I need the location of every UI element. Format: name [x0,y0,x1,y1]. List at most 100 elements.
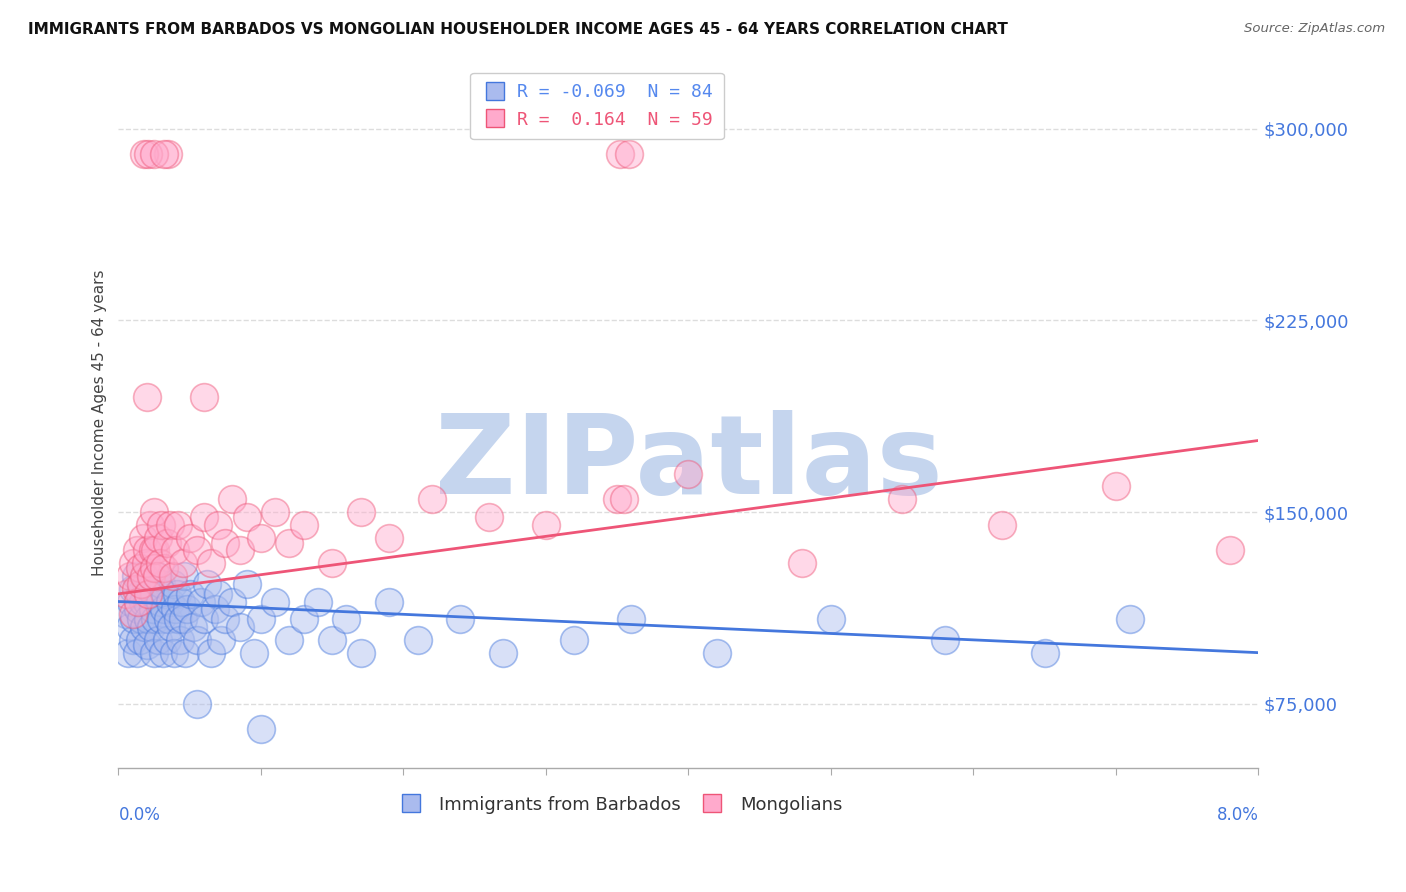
Point [142,602,165,616]
Point [134,556,156,570]
Point [228,620,250,634]
Point [378,594,401,608]
Point [179,531,201,545]
Point [221,594,243,608]
Point [350,505,373,519]
Point [121,607,143,622]
Point [228,543,250,558]
Point [121,582,143,596]
Point [1119,612,1142,626]
Point [145,612,167,626]
Point [150,612,173,626]
Point [181,620,204,634]
Point [114,587,136,601]
Point [207,517,229,532]
Point [129,612,152,626]
Point [186,543,208,558]
Legend: Immigrants from Barbados, Mongolians: Immigrants from Barbados, Mongolians [391,789,849,821]
Point [145,543,167,558]
Point [165,543,187,558]
Text: Source: ZipAtlas.com: Source: ZipAtlas.com [1244,22,1385,36]
Point [613,492,636,507]
Point [193,612,215,626]
Point [148,531,170,545]
Point [114,607,136,622]
Point [149,556,172,570]
Point [132,147,155,161]
Point [193,390,215,404]
Point [157,612,180,626]
Point [157,147,180,161]
Point [264,505,287,519]
Point [235,510,257,524]
Point [124,569,146,583]
Point [221,492,243,507]
Point [162,569,184,583]
Point [143,646,166,660]
Point [129,576,152,591]
Point [132,620,155,634]
Point [118,569,141,583]
Point [250,612,273,626]
Text: IMMIGRANTS FROM BARBADOS VS MONGOLIAN HOUSEHOLDER INCOME AGES 45 - 64 YEARS CORR: IMMIGRANTS FROM BARBADOS VS MONGOLIAN HO… [28,22,1008,37]
Point [153,561,176,575]
Point [159,594,181,608]
Point [1219,543,1241,558]
Point [250,531,273,545]
Point [264,594,287,608]
Point [167,517,190,532]
Y-axis label: Householder Income Ages 45 - 64 years: Householder Income Ages 45 - 64 years [93,269,107,576]
Point [148,632,170,647]
Point [128,632,150,647]
Point [120,594,142,608]
Point [139,582,162,596]
Point [179,587,201,601]
Point [146,569,169,583]
Point [606,492,628,507]
Point [214,535,236,549]
Point [934,632,956,647]
Point [138,587,160,601]
Point [122,612,145,626]
Text: 0.0%: 0.0% [118,805,160,823]
Point [159,517,181,532]
Point [142,543,165,558]
Point [449,612,471,626]
Point [121,632,143,647]
Point [207,587,229,601]
Text: 8.0%: 8.0% [1216,805,1258,823]
Point [131,594,153,608]
Point [150,576,173,591]
Point [127,602,149,616]
Point [138,147,160,161]
Point [117,646,139,660]
Point [124,582,146,596]
Point [118,620,141,634]
Point [153,147,176,161]
Point [139,517,162,532]
Point [156,632,179,647]
Point [307,594,329,608]
Point [292,517,315,532]
Point [125,543,148,558]
Point [214,612,236,626]
Point [155,587,177,601]
Point [172,556,194,570]
Point [186,632,208,647]
Point [186,697,208,711]
Point [121,556,143,570]
Point [617,147,640,161]
Point [200,646,222,660]
Point [335,612,357,626]
Point [163,646,186,660]
Point [143,587,166,601]
Point [150,517,173,532]
Point [143,147,166,161]
Point [321,556,343,570]
Point [420,492,443,507]
Point [891,492,914,507]
Point [170,594,193,608]
Point [136,638,159,652]
Point [820,612,842,626]
Point [209,632,232,647]
